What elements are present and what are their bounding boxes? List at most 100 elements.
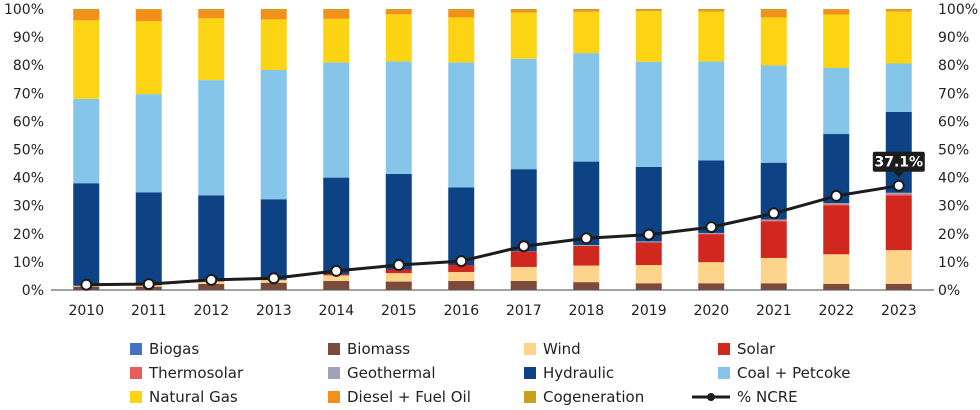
bar-natural-gas-2021 [760, 17, 787, 66]
bar-wind-2022 [823, 254, 850, 284]
ncre-point-2018 [580, 232, 593, 245]
x-tick-2022: 2022 [818, 303, 854, 319]
bar-wind-2017 [510, 266, 537, 282]
bar-coal-petcoke-2011 [135, 94, 162, 193]
legend-label-cogeneration: Cogeneration [543, 388, 644, 406]
bar-cogeneration-2010 [73, 9, 100, 11]
bar-hydraulic-2010 [73, 183, 100, 286]
bar-natural-gas-2011 [135, 21, 162, 95]
bar-coal-petcoke-2010 [73, 98, 100, 184]
y-tick-left-3: 30% [13, 199, 44, 215]
legend: Biogas Biomass Wind Solar Thermosolar Geother… [130, 340, 851, 406]
bar-natural-gas-2014 [323, 18, 350, 63]
x-tick-2019: 2019 [631, 303, 667, 319]
bar-biomass-2023 [885, 283, 912, 290]
bar-cogeneration-2014 [323, 9, 350, 11]
bar-hydraulic-2018 [573, 161, 600, 246]
legend-swatch-cogeneration [524, 391, 536, 403]
bar-diesel-fuel-oil-2020 [698, 10, 725, 12]
bar-biomass-2019 [635, 283, 662, 290]
bar-cogeneration-2011 [135, 9, 162, 10]
x-tick-2012: 2012 [193, 303, 229, 319]
legend-line-marker [707, 393, 715, 401]
bar-biomass-2018 [573, 282, 600, 290]
legend-swatch-thermosolar [130, 367, 142, 379]
y-tick-left-2: 20% [13, 227, 44, 243]
bar-solar-2017 [510, 251, 537, 267]
bar-diesel-fuel-oil-2012 [198, 10, 225, 19]
y-tick-left-7: 70% [13, 86, 44, 102]
x-tick-2010: 2010 [68, 303, 104, 319]
bar-coal-petcoke-2022 [823, 68, 850, 135]
ncre-callout-box [872, 151, 925, 172]
ncre-point-2020 [705, 221, 718, 234]
bar-natural-gas-2012 [198, 18, 225, 81]
bar-cogeneration-2017 [510, 9, 537, 11]
bar-hydraulic-2016 [448, 187, 475, 265]
y-tick-right-10: 100% [938, 2, 978, 18]
legend-swatch-natural-gas [130, 391, 142, 403]
legend-label-natural-gas: Natural Gas [149, 388, 238, 406]
bar-natural-gas-2015 [385, 14, 412, 62]
bar-wind-2018 [573, 265, 600, 283]
bar-biomass-2016 [448, 281, 475, 290]
legend-swatch-biogas [130, 343, 142, 355]
bar-coal-petcoke-2020 [698, 61, 725, 161]
x-tick-2017: 2017 [506, 303, 542, 319]
bar-wind-2020 [698, 262, 725, 284]
x-tick-2016: 2016 [443, 303, 479, 319]
bar-diesel-fuel-oil-2013 [260, 10, 287, 20]
x-tick-2023: 2023 [881, 303, 917, 319]
y-tick-left-0: 0% [22, 283, 44, 299]
ncre-point-2011 [142, 278, 155, 291]
bar-diesel-fuel-oil-2014 [323, 10, 350, 19]
bar-solar-2016 [448, 264, 475, 273]
bar-geothermal-2020 [698, 232, 725, 235]
bar-natural-gas-2019 [635, 11, 662, 62]
ncre-point-2012 [205, 273, 218, 286]
bar-hydraulic-2015 [385, 173, 412, 270]
legend-label-solar: Solar [737, 340, 776, 358]
bar-biomass-2012 [198, 283, 225, 290]
ncre-point-2013 [267, 272, 280, 285]
bar-natural-gas-2020 [698, 11, 725, 62]
bar-coal-petcoke-2021 [760, 65, 787, 163]
bar-solar-2019 [635, 242, 662, 265]
y-tick-right-8: 80% [938, 58, 969, 74]
legend-swatch-hydraulic [524, 367, 536, 379]
bar-biomass-2015 [385, 281, 412, 290]
y-tick-right-2: 20% [938, 227, 969, 243]
bar-geothermal-2022 [823, 203, 850, 205]
bar-wind-2014 [323, 275, 350, 282]
y-tick-right-7: 70% [938, 86, 969, 102]
ncre-point-2016 [455, 255, 468, 268]
bar-natural-gas-2018 [573, 11, 600, 54]
bar-wind-2023 [885, 250, 912, 284]
bar-cogeneration-2013 [260, 9, 287, 11]
bar-solar-2023 [885, 195, 912, 251]
bar-cogeneration-2023 [885, 9, 912, 11]
bar-geothermal-2019 [635, 241, 662, 243]
y-tick-right-6: 60% [938, 114, 969, 130]
bar-diesel-fuel-oil-2022 [823, 9, 850, 15]
bar-diesel-fuel-oil-2010 [73, 10, 100, 21]
axes: 0% 0% 10% 10% 20% 20% 30% 30% 40% 40% 50% 50% 60% 60%… [4, 2, 978, 319]
bar-solar-2020 [698, 234, 725, 263]
bar-diesel-fuel-oil-2019 [635, 10, 662, 12]
ncre-point-2014 [330, 264, 343, 277]
bar-thermosolar-2022 [823, 204, 850, 206]
legend-swatch-biomass [328, 343, 340, 355]
bar-cogeneration-2018 [573, 9, 600, 11]
ncre-point-2023 [892, 179, 905, 192]
y-tick-right-5: 50% [938, 143, 969, 159]
bar-wind-2015 [385, 273, 412, 282]
bar-coal-petcoke-2014 [323, 62, 350, 178]
ncre-point-2017 [517, 240, 530, 253]
y-tick-right-9: 90% [938, 30, 969, 46]
bar-wind-2019 [635, 264, 662, 284]
bar-biomass-2021 [760, 283, 787, 290]
legend-label-hydraulic: Hydraulic [543, 364, 614, 382]
bar-coal-petcoke-2017 [510, 58, 537, 170]
bar-thermosolar-2023 [885, 194, 912, 196]
